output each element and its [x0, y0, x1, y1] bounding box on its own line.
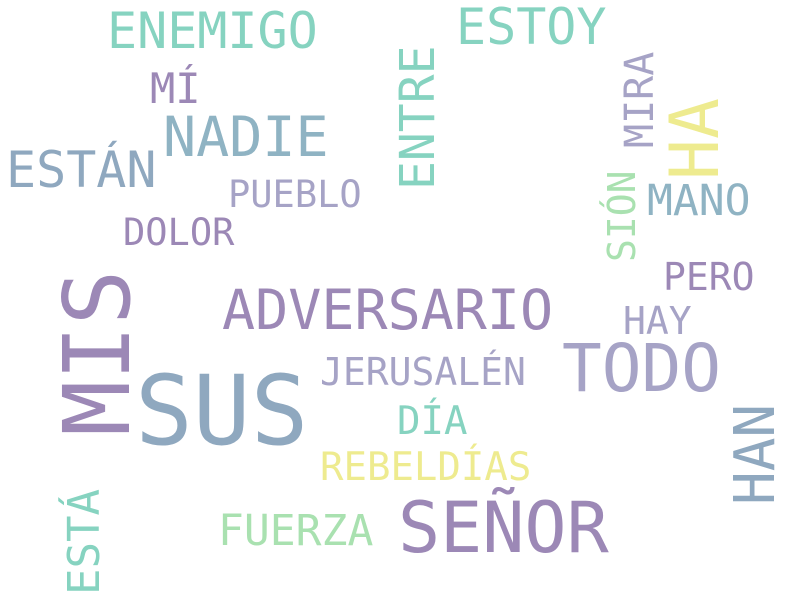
word-sion: SIÓN	[600, 170, 644, 262]
word-enemigo: ENEMIGO	[107, 2, 318, 60]
word-entre: ENTRE	[390, 45, 446, 191]
word-jerusalen: JERUSALÉN	[320, 350, 526, 394]
word-hay: HAY	[623, 299, 692, 343]
word-rebeldias: REBELDÍAS	[320, 445, 532, 490]
word-mis: MIS	[44, 269, 151, 436]
word-han: HAN	[723, 403, 788, 505]
word-dolor: DOLOR	[123, 211, 235, 254]
word-estoy: ESTOY	[456, 0, 607, 56]
word-mira: MIRA	[617, 51, 663, 148]
word-estan: ESTÁN	[6, 141, 157, 199]
word-pero: PERO	[663, 255, 755, 299]
word-mano: MANO	[647, 176, 751, 226]
word-pueblo: PUEBLO	[228, 173, 362, 216]
word-todo: TODO	[562, 330, 721, 407]
word-senor: SEÑOR	[398, 487, 609, 569]
word-mi: MÍ	[150, 64, 201, 113]
word-esta: ESTÁ	[59, 489, 110, 595]
word-ha: HA	[656, 98, 735, 180]
word-nadie: NADIE	[163, 105, 329, 169]
word-fuerza: FUERZA	[218, 506, 374, 556]
word-sus: SUS	[135, 355, 309, 467]
word-dia: DÍA	[397, 399, 468, 444]
word-adversario: ADVERSARIO	[222, 278, 554, 342]
